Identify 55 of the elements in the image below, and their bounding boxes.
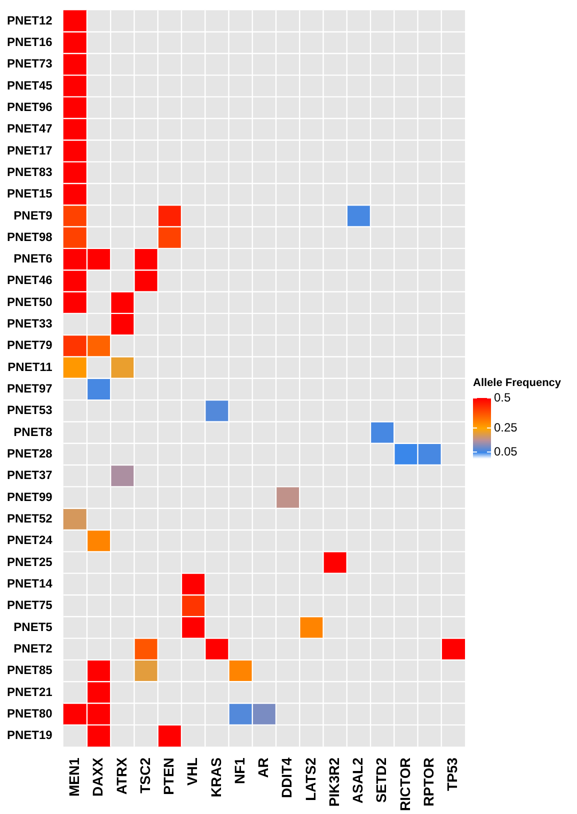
x-tick-label: VHL (184, 757, 200, 786)
x-tick-label: PIK3R2 (326, 757, 342, 807)
y-tick-label: PNET75 (6, 598, 53, 612)
y-tick-label: PNET16 (6, 35, 53, 49)
x-tick-label: NF1 (231, 757, 248, 784)
y-tick-label: PNET25 (6, 554, 53, 569)
y-tick-label: PNET33 (6, 316, 53, 331)
y-tick-label: PNET99 (6, 490, 53, 504)
y-tick-label: PNET52 (6, 511, 53, 526)
x-tick-label: DDIT4 (278, 757, 295, 798)
x-tick-label: TSC2 (136, 757, 153, 794)
x-tick-label: MEN1 (66, 757, 82, 796)
x-tick-label: AR (255, 758, 272, 778)
y-tick-label: PNET6 (14, 252, 53, 266)
x-tick-label: KRAS (208, 758, 224, 798)
y-tick-label: PNET50 (6, 294, 53, 309)
x-tick-label: ASAL2 (350, 757, 366, 804)
y-tick-label: PNET79 (6, 338, 53, 352)
y-tick-label: PNET37 (6, 468, 53, 482)
y-tick-label: PNET85 (6, 663, 53, 678)
x-tick-label: PTEN (160, 758, 177, 795)
y-tick-label: PNET47 (6, 122, 53, 136)
x-tick-label: RPTOR (420, 758, 436, 806)
x-tick-label: ATRX (113, 756, 130, 795)
x-tick-label: RICTOR (396, 758, 413, 812)
y-tick-label: PNET11 (8, 360, 53, 374)
y-tick-label: PNET9 (14, 208, 53, 222)
color-bar-title: Allele Frequency (473, 377, 562, 389)
y-tick-label: PNET45 (6, 78, 53, 92)
y-tick-label: PNET8 (14, 424, 53, 439)
x-tick-label: DAXX (90, 756, 106, 796)
y-tick-label: PNET2 (14, 641, 53, 656)
y-tick-label: PNET15 (6, 186, 53, 201)
y-tick-label: PNET5 (14, 620, 53, 634)
color-bar-label: 0.5 (494, 390, 512, 404)
y-tick-label: PNET17 (6, 143, 53, 158)
y-tick-label: PNET53 (6, 403, 53, 418)
y-tick-label: PNET28 (6, 446, 53, 461)
y-tick-label: PNET24 (6, 533, 53, 548)
y-tick-label: PNET98 (6, 230, 53, 244)
y-tick-label: PNET97 (6, 382, 53, 396)
y-tick-label: PNET14 (6, 576, 53, 590)
color-bar-label: 0.05 (494, 444, 518, 458)
y-tick-label: PNET19 (6, 728, 53, 742)
y-tick-label: PNET96 (6, 100, 53, 114)
x-tick-label: LATS2 (302, 757, 318, 801)
x-tick-label: SETD2 (373, 757, 390, 803)
y-tick-label: PNET12 (6, 13, 53, 28)
y-tick-label: PNET83 (6, 164, 53, 179)
y-tick-label: PNET80 (6, 706, 53, 720)
y-tick-label: PNET21 (6, 684, 53, 699)
x-tick-label: TP53 (444, 757, 460, 792)
y-tick-label: PNET46 (6, 273, 53, 288)
y-tick-label: PNET73 (6, 56, 53, 71)
color-bar-label: 0.25 (494, 420, 518, 434)
